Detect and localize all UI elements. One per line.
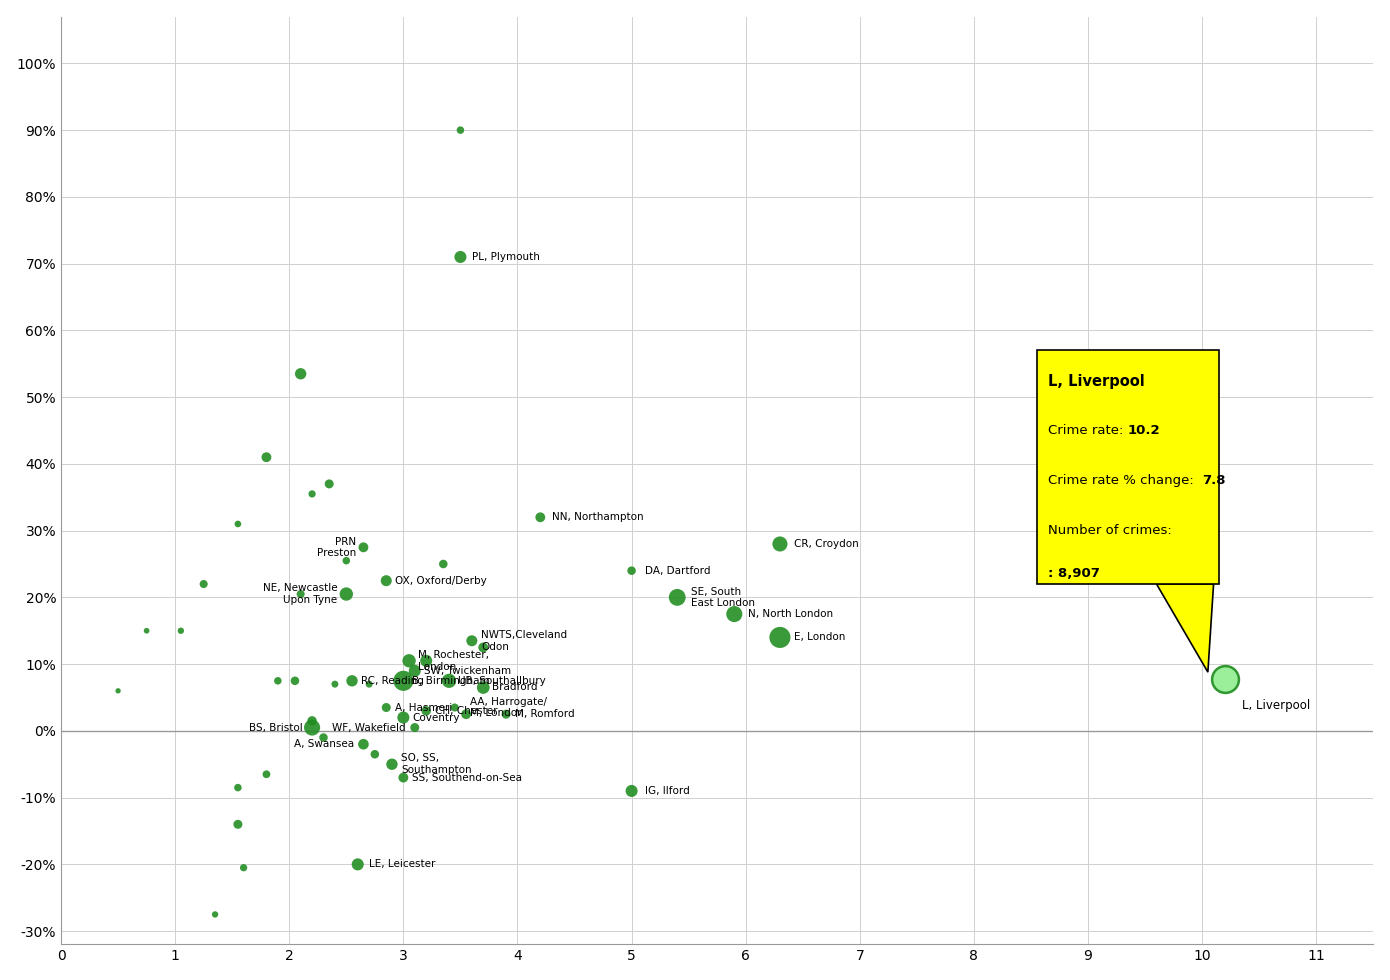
Text: DA, Dartford: DA, Dartford	[645, 565, 710, 575]
Point	[302, 713, 324, 729]
Text: OX, Oxford/Derby: OX, Oxford/Derby	[395, 575, 486, 586]
Text: M, Rochester,
London: M, Rochester, London	[418, 650, 489, 671]
Text: UB, Southallbury: UB, Southallbury	[459, 676, 546, 686]
Point	[352, 736, 374, 752]
Point	[267, 673, 289, 689]
Point	[324, 676, 346, 692]
Point	[392, 710, 414, 725]
Point	[620, 783, 642, 799]
Text: PL, Plymouth: PL, Plymouth	[471, 252, 539, 262]
Point	[289, 366, 311, 381]
Point	[170, 623, 192, 639]
Text: SE, South
East London: SE, South East London	[691, 587, 755, 609]
Point	[392, 769, 414, 785]
Text: N, North London: N, North London	[748, 609, 833, 619]
Text: NWTS,Cleveland
Odon: NWTS,Cleveland Odon	[481, 630, 567, 652]
Point	[318, 476, 341, 492]
Text: BS, Bristol: BS, Bristol	[249, 722, 303, 732]
Point	[256, 766, 278, 782]
Point	[359, 676, 381, 692]
Text: B, Birmingham: B, Birmingham	[413, 676, 491, 686]
Text: A, Swansea: A, Swansea	[295, 739, 354, 750]
Text: LE, Leicester: LE, Leicester	[370, 859, 435, 869]
Point	[449, 122, 471, 138]
Point	[352, 539, 374, 555]
Point	[107, 683, 129, 699]
Point	[193, 576, 215, 592]
Text: NE, Newcastle
Upon Tyne: NE, Newcastle Upon Tyne	[263, 583, 338, 605]
Point	[403, 719, 425, 735]
Text: AA, Harrogate/
M, London: AA, Harrogate/ M, London	[470, 697, 546, 718]
Point	[620, 563, 642, 578]
Point	[473, 640, 495, 656]
Point	[313, 730, 335, 746]
Point	[416, 703, 438, 718]
Text: CH, Chester: CH, Chester	[435, 706, 498, 715]
Point	[403, 662, 425, 678]
Text: CR, Croydon: CR, Croydon	[794, 539, 859, 549]
Text: 10.2: 10.2	[1129, 423, 1161, 437]
Point	[375, 573, 398, 589]
Text: : 8,907: : 8,907	[1048, 567, 1099, 580]
Text: RC, Reading: RC, Reading	[361, 676, 424, 686]
Text: SO, SS,
Southampton: SO, SS, Southampton	[402, 754, 471, 775]
Point	[432, 557, 455, 572]
Point	[302, 719, 324, 735]
Point	[135, 623, 157, 639]
Point	[455, 707, 477, 722]
Point	[381, 757, 403, 772]
Point	[335, 586, 357, 602]
Text: SW, Twickenham: SW, Twickenham	[424, 665, 512, 676]
Text: Number of crimes:: Number of crimes:	[1048, 524, 1172, 537]
Point	[530, 510, 552, 525]
Point	[438, 673, 460, 689]
Text: SS, Southend-on-Sea: SS, Southend-on-Sea	[413, 772, 523, 783]
Point	[666, 590, 688, 606]
Text: 7.8: 7.8	[1202, 474, 1226, 487]
Point	[256, 450, 278, 465]
Text: Bradford: Bradford	[492, 682, 538, 693]
Text: Coventry: Coventry	[413, 712, 460, 722]
Text: M, Romford: M, Romford	[516, 710, 575, 719]
Point	[227, 516, 249, 532]
Point	[302, 486, 324, 502]
Point	[460, 633, 482, 649]
Text: L, Liverpool: L, Liverpool	[1243, 699, 1311, 711]
FancyBboxPatch shape	[1037, 351, 1219, 584]
Point	[723, 607, 745, 622]
Text: L, Liverpool: L, Liverpool	[1048, 373, 1145, 389]
Point	[227, 816, 249, 832]
Point	[346, 857, 368, 872]
Polygon shape	[1156, 584, 1213, 672]
Text: NN, Northampton: NN, Northampton	[552, 513, 644, 522]
Point	[341, 673, 363, 689]
Text: Crime rate % change:: Crime rate % change:	[1048, 474, 1198, 487]
Point	[416, 653, 438, 668]
Point	[398, 653, 420, 668]
Point	[769, 536, 791, 552]
Point	[495, 707, 517, 722]
Text: PRN
Preston: PRN Preston	[317, 536, 357, 559]
Text: E, London: E, London	[794, 632, 845, 643]
Point	[392, 673, 414, 689]
Point	[449, 249, 471, 265]
Point	[769, 629, 791, 645]
Text: IG, Ilford: IG, Ilford	[645, 786, 689, 796]
Point	[1213, 671, 1236, 687]
Point	[375, 700, 398, 715]
Point	[284, 673, 306, 689]
Text: Crime rate:: Crime rate:	[1048, 423, 1127, 437]
Point	[232, 859, 254, 875]
Text: WF, Wakefield: WF, Wakefield	[332, 722, 406, 732]
Point	[289, 586, 311, 602]
Point	[364, 747, 386, 762]
Point	[227, 780, 249, 796]
Point	[473, 680, 495, 696]
Text: A, Hasmeri: A, Hasmeri	[395, 703, 453, 712]
Point	[443, 700, 466, 715]
Point	[204, 906, 227, 922]
Point	[335, 553, 357, 568]
